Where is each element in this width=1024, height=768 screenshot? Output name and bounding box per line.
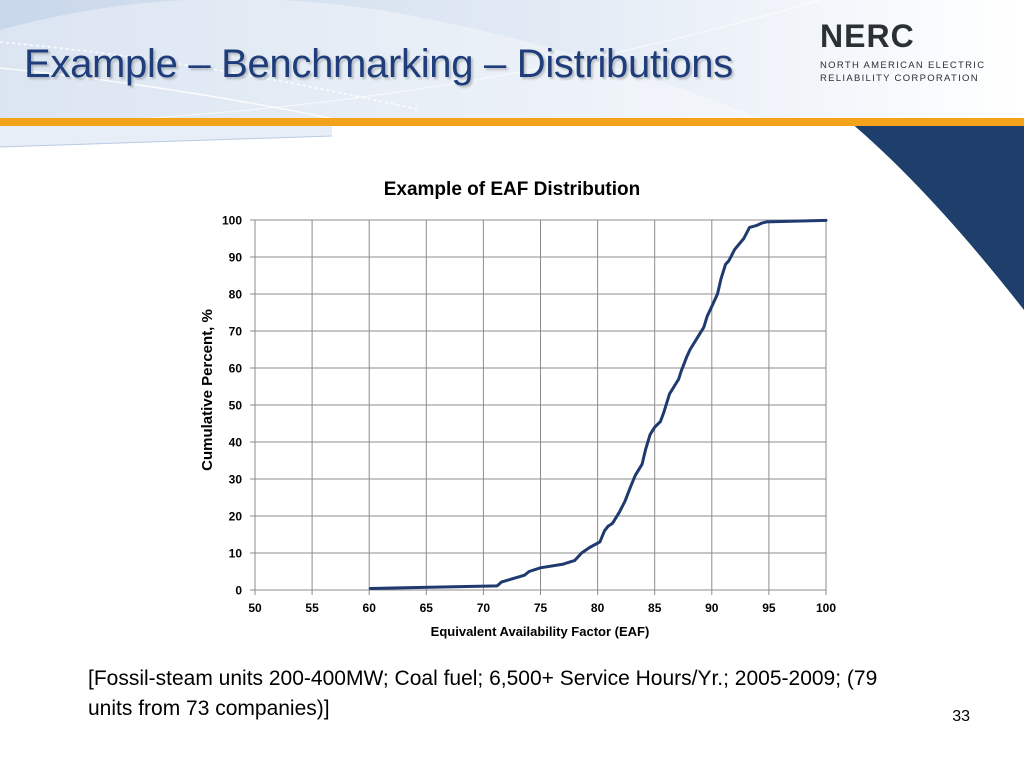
y-axis-ticks: 0 10 20 30 40 50 60 70 80 90 100 (222, 214, 255, 598)
x-tick-label-9: 95 (762, 601, 776, 615)
y-tick-label-7: 70 (229, 325, 243, 339)
y-tick-label-2: 20 (229, 510, 243, 524)
x-tick-label-10: 100 (816, 601, 836, 615)
x-tick-label-1: 55 (305, 601, 319, 615)
y-tick-label-3: 30 (229, 473, 243, 487)
slide-title: Example – Benchmarking – Distributions (24, 42, 733, 86)
nerc-logo: NERC NORTH AMERICAN ELECTRIC RELIABILITY… (820, 20, 1020, 100)
header-wave-3 (149, 0, 821, 119)
header-banner (0, 0, 1024, 122)
cumulative-distribution-line (368, 218, 828, 590)
logo-tagline-2: RELIABILITY CORPORATION (820, 73, 979, 84)
logo-tagline-1: NORTH AMERICAN ELECTRIC (820, 60, 986, 71)
under-rule-line (0, 135, 333, 148)
x-tick-label-0: 50 (248, 601, 262, 615)
logo-name: NERC (820, 18, 915, 54)
y-tick-label-8: 80 (229, 288, 243, 302)
x-tick-label-3: 65 (420, 601, 434, 615)
x-axis-ticks: 50 55 60 65 70 75 80 85 90 95 100 (248, 590, 836, 615)
x-tick-label-4: 70 (477, 601, 491, 615)
x-axis-label: Equivalent Availability Factor (EAF) (431, 624, 650, 639)
y-tick-label-0: 0 (235, 584, 242, 598)
y-axis-label: Cumulative Percent, % (199, 309, 216, 471)
y-tick-label-1: 10 (229, 547, 243, 561)
orange-rule (0, 118, 1024, 126)
under-rule-strip (0, 126, 332, 147)
slide-number: 33 (952, 708, 970, 725)
x-tick-label-2: 60 (363, 601, 377, 615)
header-wave-2 (0, 67, 331, 119)
y-tick-label-9: 90 (229, 251, 243, 265)
header-swoosh (0, 0, 760, 118)
x-tick-label-7: 85 (648, 601, 662, 615)
x-tick-label-6: 80 (591, 601, 605, 615)
x-tick-label-5: 75 (534, 601, 548, 615)
y-tick-label-4: 40 (229, 436, 243, 450)
x-tick-label-8: 90 (705, 601, 719, 615)
chart-grid (254, 219, 827, 591)
header-wave-1 (0, 41, 421, 111)
y-tick-label-5: 50 (229, 399, 243, 413)
y-tick-label-10: 100 (222, 214, 242, 228)
corner-navy-shape (850, 122, 1024, 310)
y-tick-label-6: 60 (229, 362, 243, 376)
chart-caption: [Fossil-steam units 200-400MW; Coal fuel… (88, 667, 878, 720)
chart-title: Example of EAF Distribution (384, 179, 641, 200)
